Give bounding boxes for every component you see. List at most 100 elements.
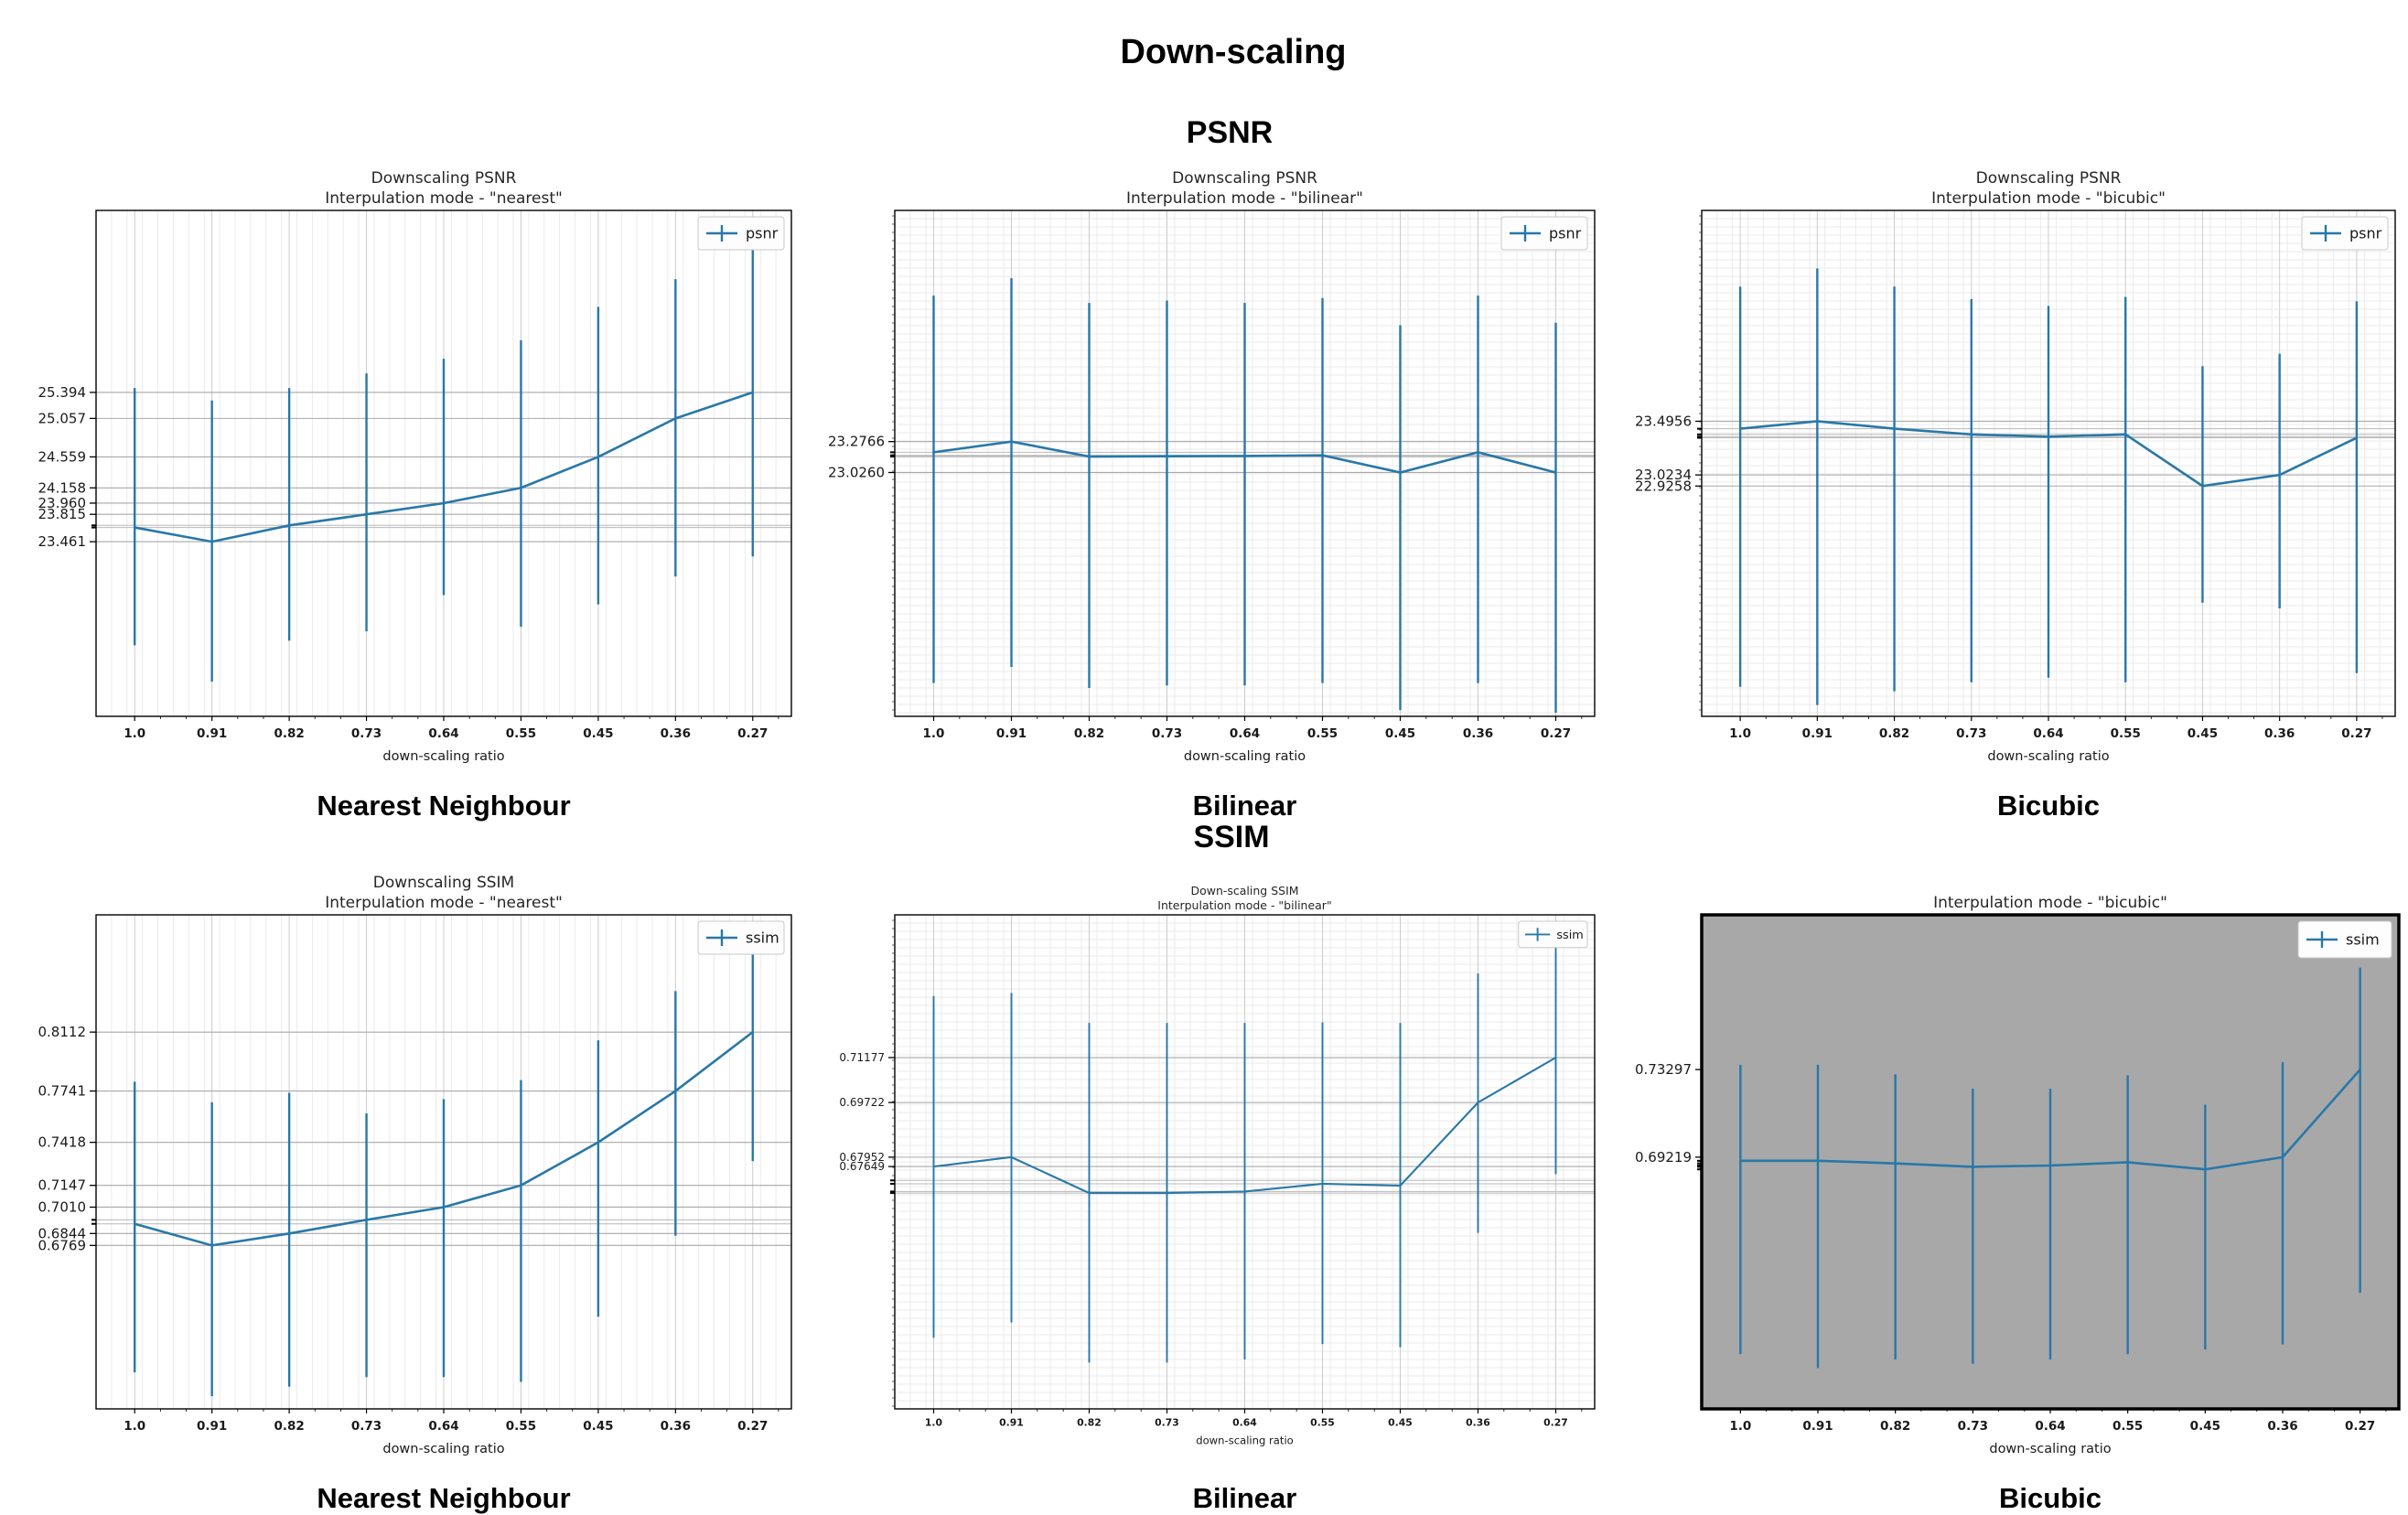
chart-canvas: 23.2766 23.0260 1.0 0.91 0.82 0.73 0.64 0.55 0.4… (828, 210, 1596, 764)
svg-text:0.7418: 0.7418 (38, 1134, 87, 1151)
svg-text:24.158: 24.158 (38, 479, 87, 496)
svg-text:0.71177: 0.71177 (839, 1051, 885, 1064)
chart-caption: Nearest Neighbour (317, 790, 571, 822)
error-bars (932, 278, 1557, 713)
chart-canvas: 0.73297 0.69219 1.0 0.91 0.82 0.73 0.64 0.55 0.4… (1635, 913, 2401, 1456)
legend-label: ssim (1556, 929, 1583, 942)
svg-text:0.45: 0.45 (2190, 1419, 2220, 1434)
svg-text:0.27: 0.27 (2345, 1419, 2375, 1434)
legend-label: psnr (746, 225, 779, 242)
svg-text:0.27: 0.27 (1543, 1416, 1568, 1428)
svg-text:0.82: 0.82 (1074, 726, 1104, 741)
legend: ssim (2297, 920, 2392, 959)
data-line (1740, 1069, 2361, 1171)
x-axis: 1.0 0.91 0.82 0.73 0.64 0.55 0.45 0.36 0.27 down-… (923, 716, 1583, 764)
section-psnr-heading: PSNR (1186, 115, 1274, 150)
grid-minor (111, 915, 777, 1409)
chart-ssim-bicubic: Interpulation mode - "bicubic" 0.73297 0.… (1629, 871, 2406, 1515)
svg-text:23.4956: 23.4956 (1635, 413, 1692, 429)
svg-text:25.394: 25.394 (38, 384, 87, 401)
svg-text:0.36: 0.36 (2264, 726, 2295, 741)
legend: psnr (697, 216, 785, 251)
svg-text:0.27: 0.27 (737, 726, 768, 741)
svg-text:0.55: 0.55 (506, 1419, 536, 1434)
legend: ssim (1518, 920, 1588, 949)
error-bars (134, 230, 754, 682)
grid-minor (111, 210, 777, 716)
chart-canvas: 0.8112 0.7741 0.7418 0.7147 0.7010 0.68440.67… (38, 914, 792, 1456)
chart-caption: Bilinear (1192, 790, 1297, 822)
svg-text:0.69219: 0.69219 (1635, 1149, 1692, 1166)
svg-text:0.55: 0.55 (1307, 726, 1338, 741)
svg-text:23.461: 23.461 (38, 533, 87, 550)
chart-psnr-bicubic: Downscaling PSNR Interpulation mode - "b… (1629, 167, 2406, 822)
chart-caption: Bilinear (1192, 1482, 1297, 1514)
svg-text:1.0: 1.0 (124, 1419, 145, 1434)
svg-text:0.36: 0.36 (2267, 1419, 2297, 1434)
svg-text:0.45: 0.45 (583, 726, 613, 741)
chart-ssim-nearest: Downscaling SSIM Interpulation mode - "n… (23, 871, 801, 1515)
svg-text:0.82: 0.82 (1077, 1416, 1102, 1428)
svg-text:0.64: 0.64 (1232, 1416, 1257, 1428)
svg-text:0.82: 0.82 (1879, 726, 1909, 741)
svg-text:0.36: 0.36 (1466, 1416, 1490, 1428)
chart-psnr-nearest: Downscaling PSNR Interpulation mode - "n… (23, 167, 801, 822)
section-ssim-heading: SSIM (1193, 820, 1270, 854)
svg-text:23.0234: 23.0234 (1635, 467, 1692, 483)
chart-caption: Bicubic (1997, 790, 2100, 822)
svg-text:0.91: 0.91 (996, 726, 1027, 741)
svg-text:0.73297: 0.73297 (1635, 1061, 1692, 1078)
error-bars (134, 944, 754, 1397)
svg-text:23.2766: 23.2766 (828, 434, 885, 450)
svg-text:0.64: 0.64 (428, 726, 458, 741)
x-axis-label: down-scaling ratio (1987, 749, 2109, 764)
svg-text:0.91: 0.91 (197, 726, 227, 741)
y-axis: 0.73297 0.69219 (1635, 1061, 1702, 1171)
svg-text:24.559: 24.559 (38, 448, 87, 465)
legend-label: psnr (2349, 225, 2382, 242)
chart-title: Downscaling PSNR Interpulation mode - "b… (1126, 168, 1363, 208)
legend-label: psnr (1549, 225, 1582, 242)
svg-text:0.36: 0.36 (661, 726, 691, 741)
svg-text:0.36: 0.36 (1463, 726, 1493, 741)
svg-text:0.73: 0.73 (1155, 1416, 1179, 1428)
svg-text:0.55: 0.55 (506, 726, 536, 741)
data-line (933, 1057, 1557, 1195)
data-line (134, 391, 754, 543)
chart-title: Downscaling PSNR Interpulation mode - "n… (325, 168, 563, 208)
chart-ssim-bilinear: Down-scaling SSIM Interpulation mode - "… (822, 871, 1604, 1515)
svg-text:0.45: 0.45 (1385, 726, 1415, 741)
svg-text:0.73: 0.73 (351, 1419, 382, 1434)
svg-text:0.55: 0.55 (2112, 1419, 2143, 1434)
svg-text:22.9258: 22.9258 (1635, 478, 1692, 494)
x-axis: 1.0 0.91 0.82 0.73 0.64 0.55 0.45 0.36 0.27 down-… (925, 1409, 1583, 1446)
x-axis-label: down-scaling ratio (382, 749, 504, 764)
svg-text:0.45: 0.45 (2188, 726, 2218, 741)
svg-text:0.82: 0.82 (1880, 1419, 1910, 1434)
svg-text:0.82: 0.82 (274, 1419, 304, 1434)
svg-text:0.6844: 0.6844 (38, 1225, 87, 1241)
data-line (933, 440, 1556, 474)
chart-title: Down-scaling SSIM Interpulation mode - "… (1157, 883, 1332, 912)
svg-text:0.64: 0.64 (428, 1419, 458, 1434)
x-axis-label: down-scaling ratio (1989, 1442, 2111, 1456)
svg-text:0.67952: 0.67952 (839, 1151, 885, 1164)
legend: psnr (1500, 216, 1588, 251)
svg-text:25.057: 25.057 (38, 410, 87, 426)
svg-text:0.91: 0.91 (1802, 1419, 1833, 1434)
legend-label: ssim (2346, 931, 2380, 949)
svg-text:0.45: 0.45 (1388, 1416, 1413, 1428)
svg-text:0.8112: 0.8112 (38, 1024, 87, 1040)
svg-text:1.0: 1.0 (1729, 726, 1751, 741)
svg-text:0.55: 0.55 (2111, 726, 2141, 741)
svg-text:1.0: 1.0 (1729, 1419, 1751, 1434)
svg-text:0.73: 0.73 (1152, 726, 1182, 741)
x-axis-label: down-scaling ratio (1196, 1434, 1294, 1446)
svg-text:0.45: 0.45 (583, 1419, 613, 1434)
svg-text:0.27: 0.27 (1541, 726, 1571, 741)
